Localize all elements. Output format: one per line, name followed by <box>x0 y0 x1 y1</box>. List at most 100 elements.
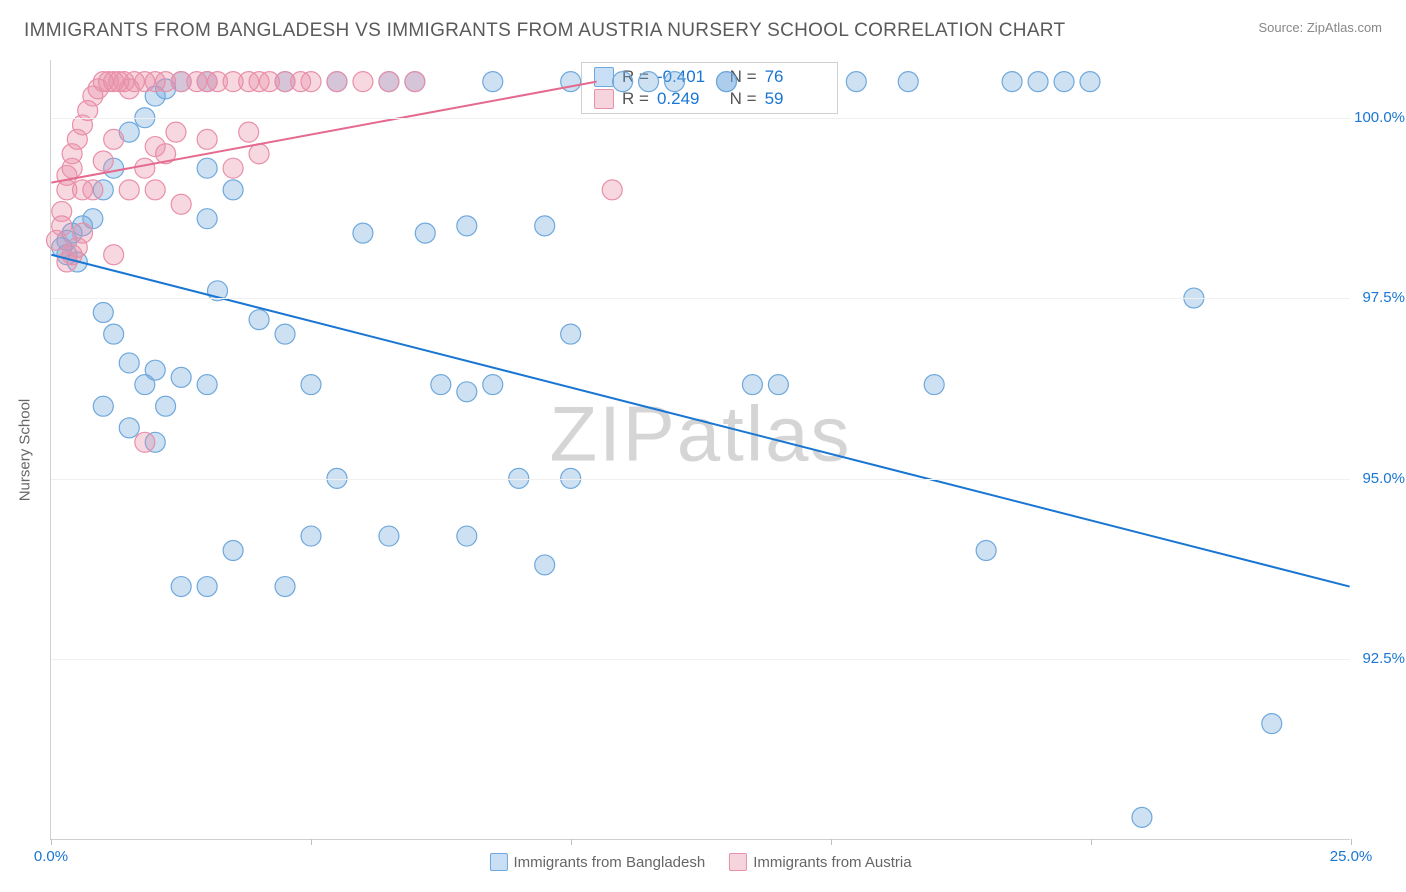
data-point <box>73 223 93 243</box>
data-point <box>1132 807 1152 827</box>
scatter-plot-svg <box>51 60 1350 839</box>
data-point <box>742 375 762 395</box>
data-point <box>613 72 633 92</box>
legend-label-bangladesh: Immigrants from Bangladesh <box>513 854 705 871</box>
xtick <box>831 839 832 845</box>
data-point <box>483 375 503 395</box>
legend-item-austria: Immigrants from Austria <box>729 853 911 871</box>
data-point <box>93 302 113 322</box>
data-point <box>119 180 139 200</box>
ytick-label: 97.5% <box>1362 289 1405 306</box>
data-point <box>135 432 155 452</box>
data-point <box>1028 72 1048 92</box>
chart-title: IMMIGRANTS FROM BANGLADESH VS IMMIGRANTS… <box>24 20 1065 42</box>
data-point <box>171 577 191 597</box>
data-point <box>52 201 72 221</box>
data-point <box>535 555 555 575</box>
data-point <box>275 324 295 344</box>
data-point <box>457 526 477 546</box>
data-point <box>353 223 373 243</box>
data-point <box>135 158 155 178</box>
data-point <box>249 310 269 330</box>
xtick-label: 0.0% <box>34 848 68 865</box>
xtick-label: 25.0% <box>1330 848 1373 865</box>
data-point <box>561 324 581 344</box>
data-point <box>639 72 659 92</box>
data-point <box>535 216 555 236</box>
legend-swatch-austria <box>729 853 747 871</box>
xtick <box>571 839 572 845</box>
xtick <box>1091 839 1092 845</box>
xtick <box>311 839 312 845</box>
data-point <box>93 151 113 171</box>
data-point <box>145 137 165 157</box>
data-point <box>1262 714 1282 734</box>
data-point <box>223 540 243 560</box>
xtick <box>1351 839 1352 845</box>
data-point <box>145 360 165 380</box>
data-point <box>239 122 259 142</box>
data-point <box>405 72 425 92</box>
data-point <box>197 129 217 149</box>
data-point <box>223 180 243 200</box>
chart-area: Nursery School ZIPatlas R = -0.401 N = 7… <box>50 60 1350 840</box>
data-point <box>1080 72 1100 92</box>
data-point <box>898 72 918 92</box>
data-point <box>119 353 139 373</box>
data-point <box>145 180 165 200</box>
data-point <box>1002 72 1022 92</box>
legend-label-austria: Immigrants from Austria <box>753 854 911 871</box>
data-point <box>301 72 321 92</box>
ytick-label: 92.5% <box>1362 650 1405 667</box>
data-point <box>457 382 477 402</box>
data-point <box>353 72 373 92</box>
data-point <box>171 367 191 387</box>
data-point <box>976 540 996 560</box>
data-point <box>379 526 399 546</box>
data-point <box>275 577 295 597</box>
data-point <box>716 72 736 92</box>
data-point <box>1054 72 1074 92</box>
data-point <box>846 72 866 92</box>
data-point <box>379 72 399 92</box>
data-point <box>431 375 451 395</box>
legend-swatch-bangladesh <box>489 853 507 871</box>
data-point <box>483 72 503 92</box>
data-point <box>457 216 477 236</box>
xtick <box>51 839 52 845</box>
data-point <box>171 194 191 214</box>
data-point <box>104 129 124 149</box>
gridline <box>51 659 1350 660</box>
data-point <box>223 158 243 178</box>
data-point <box>924 375 944 395</box>
data-point <box>119 418 139 438</box>
regression-line <box>51 255 1349 587</box>
data-point <box>166 122 186 142</box>
data-point <box>602 180 622 200</box>
data-point <box>83 180 103 200</box>
source-label: Source: ZipAtlas.com <box>1258 20 1382 35</box>
gridline <box>51 479 1350 480</box>
data-point <box>197 577 217 597</box>
data-point <box>156 396 176 416</box>
data-point <box>665 72 685 92</box>
data-point <box>104 245 124 265</box>
data-point <box>415 223 435 243</box>
data-point <box>301 375 321 395</box>
data-point <box>768 375 788 395</box>
y-axis-label: Nursery School <box>17 398 34 501</box>
ytick-label: 100.0% <box>1354 109 1405 126</box>
data-point <box>249 144 269 164</box>
data-point <box>301 526 321 546</box>
data-point <box>197 158 217 178</box>
data-point <box>104 324 124 344</box>
gridline <box>51 118 1350 119</box>
legend-item-bangladesh: Immigrants from Bangladesh <box>489 853 705 871</box>
data-point <box>197 209 217 229</box>
ytick-label: 95.0% <box>1362 470 1405 487</box>
data-point <box>93 396 113 416</box>
data-point <box>197 375 217 395</box>
data-point <box>327 72 347 92</box>
bottom-legend: Immigrants from Bangladesh Immigrants fr… <box>489 853 911 871</box>
gridline <box>51 298 1350 299</box>
